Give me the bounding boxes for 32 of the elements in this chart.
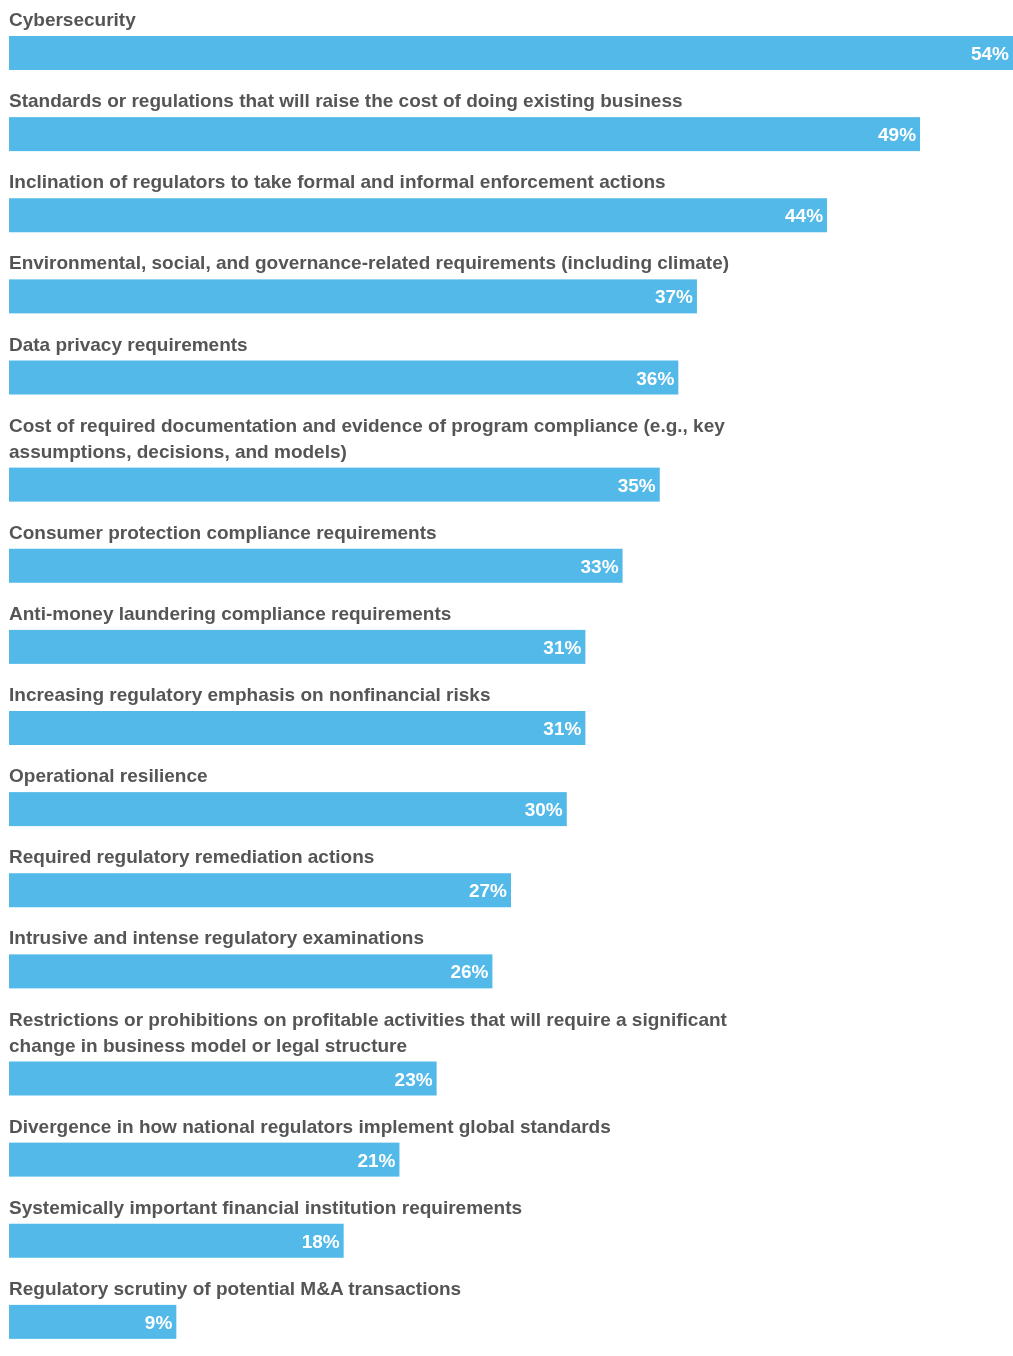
y-tick-label: Cybersecurity <box>9 9 137 30</box>
data-label: 26% <box>450 961 489 983</box>
data-label: 49% <box>878 124 917 146</box>
y-tick-label: Anti-money laundering compliance requirements <box>9 602 452 624</box>
data-label: 35% <box>617 474 656 496</box>
y-tick-label: Increasing regulatory emphasis on nonfinancial risks <box>9 684 491 705</box>
y-tick-label: Environmental, social, and governance-related requirements (including climate) <box>9 252 730 274</box>
data-label: 37% <box>654 286 694 308</box>
y-tick-label: Data privacy requirements <box>9 333 248 355</box>
y-tick-label: Operational resilience <box>9 765 208 787</box>
data-label: 21% <box>357 1149 396 1171</box>
data-label: 18% <box>301 1230 340 1252</box>
y-tick-label: Restrictions or prohibitions on profitable activities that will require a significant change in business model or legal structure <box>9 1008 728 1056</box>
y-tick-label: Required regulatory remediation actions <box>9 846 375 868</box>
data-label: 54% <box>970 43 1010 64</box>
y-tick-label: Inclination of regulators to take formal and informal enforcement actions <box>9 171 666 193</box>
data-label: 36% <box>636 367 675 389</box>
data-label: 44% <box>785 205 824 227</box>
data-label: 33% <box>580 555 619 577</box>
data-label: 23% <box>394 1068 433 1090</box>
y-tick-label: Standards or regulations that will raise the cost of doing existing business <box>9 90 683 112</box>
y-tick-label: Systemically important financial institution requirements <box>9 1196 523 1218</box>
y-tick-label: Cost of required documentation and evidence of program compliance (e.g., key assumptions, decisions, and models) <box>9 414 726 462</box>
data-label: 27% <box>468 880 508 902</box>
y-tick-label: Intrusive and intense regulatory examinations <box>9 927 424 949</box>
data-label: 9% <box>144 1311 173 1333</box>
y-tick-label: Regulatory scrutiny of potential M&A transactions <box>9 1277 462 1299</box>
data-label: 31% <box>543 718 582 739</box>
data-label: 31% <box>543 636 582 658</box>
y-tick-label: Consumer protection compliance requirements <box>9 521 437 543</box>
y-tick-label: Divergence in how national regulators implement global standards <box>9 1115 611 1137</box>
data-label: 30% <box>524 799 563 821</box>
